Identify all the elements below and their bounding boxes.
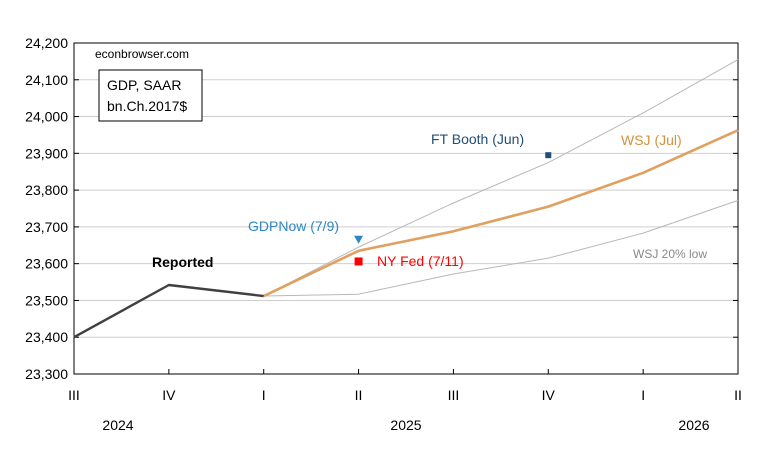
source-label: econbrowser.com [95, 47, 189, 61]
series-line-wsj-jul- [263, 128, 739, 298]
label-reported: Reported [152, 254, 213, 270]
legend-line-2: bn.Ch.2017$ [107, 98, 187, 114]
legend-line-1: GDP, SAAR [107, 77, 181, 93]
legend-box: GDP, SAAR bn.Ch.2017$ [98, 69, 203, 122]
y-axis: 23,300 23,400 23,500 23,600 23,700 23,800 23,9… [25, 35, 738, 382]
marker-ft-booth-jun [545, 152, 552, 159]
series-line-reported [73, 283, 264, 339]
x-tick-label: III [68, 387, 80, 403]
y-tick-label: 23,500 [25, 292, 68, 308]
y-tick-label: 23,300 [25, 366, 68, 382]
forecast-markers [354, 152, 552, 266]
x-year-label: 2024 [102, 417, 133, 433]
x-tick-label: I [641, 387, 645, 403]
series-line-wsj-high [263, 59, 739, 297]
y-tick-label: 24,100 [25, 72, 68, 88]
series-lines [73, 59, 739, 339]
y-tick-label: 24,200 [25, 35, 68, 51]
label-ny-fed-7-11: NY Fed (7/11) [377, 253, 464, 269]
y-tick-label: 23,800 [25, 182, 68, 198]
x-tick-label: IV [162, 387, 176, 403]
annotations: Reported GDPNow (7/9) NY Fed (7/11) FT Boot… [152, 131, 707, 270]
y-tick-label: 23,600 [25, 256, 68, 272]
label-ft-booth-jun: FT Booth (Jun) [431, 131, 524, 147]
y-tick-label: 23,700 [25, 219, 68, 235]
marker-ny-fed-7-11 [354, 257, 363, 266]
y-tick-label: 23,900 [25, 145, 68, 161]
x-year-label: 2025 [390, 417, 421, 433]
x-tick-label: III [448, 387, 460, 403]
marker-gdpnow-7-9 [354, 235, 364, 244]
y-tick-label: 24,000 [25, 109, 68, 125]
x-tick-label: II [734, 387, 742, 403]
x-tick-label: IV [542, 387, 556, 403]
x-tick-label: I [262, 387, 266, 403]
series-line-wsj-20-low [263, 199, 739, 297]
x-tick-label: II [355, 387, 363, 403]
label-wsj-20-low: WSJ 20% low [633, 247, 707, 261]
label-gdpnow-7-9: GDPNow (7/9) [248, 218, 339, 234]
y-tick-label: 23,400 [25, 329, 68, 345]
x-year-label: 2026 [678, 417, 709, 433]
label-wsj-jul: WSJ (Jul) [621, 132, 682, 148]
plot-frame [73, 42, 739, 375]
